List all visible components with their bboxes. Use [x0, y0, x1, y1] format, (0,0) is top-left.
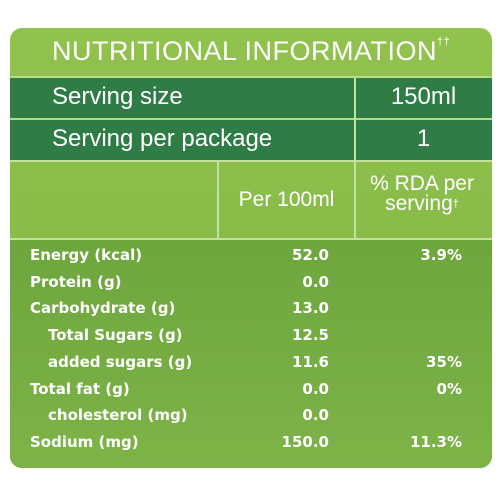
table-body: Energy (kcal) 52.0 3.9% Protein (g) 0.0 Carbo… [10, 240, 492, 468]
serving-row: Serving size 150ml [10, 76, 492, 118]
title: NUTRITIONAL INFORMATION [52, 36, 437, 66]
per-100ml: 11.6 [291, 353, 329, 371]
rda-value: 11.3% [409, 432, 462, 451]
per-100ml: 150.0 [281, 432, 329, 451]
nutrient-name: Energy (kcal) [30, 246, 143, 264]
nutrient-name: Total fat (g) [30, 379, 130, 398]
divider [10, 160, 492, 162]
nutrition-panel: NUTRITIONAL INFORMATION†† Serving size 1… [10, 28, 492, 468]
column-header-mark: † [452, 198, 459, 210]
nutrient-name: added sugars (g) [48, 353, 193, 371]
divider [10, 238, 492, 240]
rda-value: 0% [436, 379, 462, 398]
nutrient-name: Protein (g) [30, 272, 122, 291]
serving-row: Serving per package 1 [10, 118, 492, 160]
serving-value: 150ml [390, 83, 457, 110]
nutrient-name: Carbohydrate (g) [30, 299, 176, 317]
serving-value: 1 [416, 125, 431, 152]
serving-label: Serving size [52, 83, 183, 110]
per-100ml: 52.0 [291, 246, 329, 264]
rda-value: 3.9% [420, 246, 462, 264]
nutrient-name: cholesterol (mg) [48, 406, 188, 424]
title-mark: †† [437, 36, 451, 48]
column-header: % RDA per serving [370, 172, 474, 215]
column-header-line: % RDA per serving† [362, 172, 482, 215]
title-line: NUTRITIONAL INFORMATION†† [52, 36, 450, 67]
per-100ml: 12.5 [291, 325, 329, 344]
nutrient-name: Sodium (mg) [30, 432, 139, 451]
column-header: Per 100ml [238, 188, 335, 211]
per-100ml: 13.0 [291, 299, 329, 317]
per-100ml: 0.0 [302, 379, 329, 398]
per-100ml: 0.0 [302, 406, 329, 424]
per-100ml: 0.0 [302, 272, 329, 291]
serving-label: Serving per package [52, 125, 273, 152]
rda-value: 35% [426, 353, 462, 371]
nutrient-name: Total Sugars (g) [48, 325, 183, 344]
